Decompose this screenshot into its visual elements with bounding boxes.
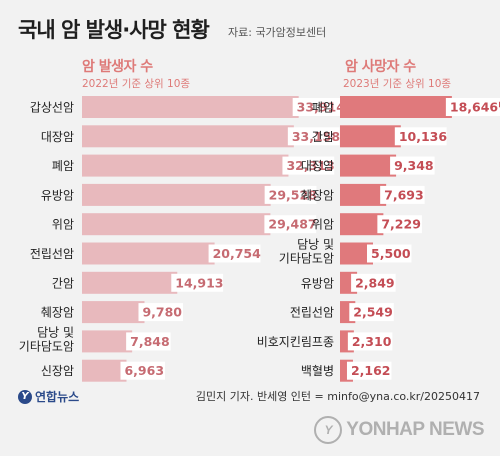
mortality-category-label: 백혈병 bbox=[301, 364, 334, 378]
incidence-category-label: 전립선암 bbox=[30, 247, 74, 261]
mortality-chart-subtitle: 2023년 기준 상위 10종 bbox=[343, 78, 452, 90]
incidence-bar bbox=[82, 96, 299, 118]
mortality-value-label: 7,229 bbox=[381, 217, 421, 232]
incidence-category-label: 담낭 및 기타담도암 bbox=[19, 325, 74, 353]
incidence-bar bbox=[82, 271, 178, 294]
incidence-value-box bbox=[264, 185, 317, 204]
incidence-value-box bbox=[282, 156, 335, 175]
mortality-category-label: 담낭 및 기타담도암 bbox=[279, 238, 334, 266]
watermark-text: YONHAP NEWS bbox=[346, 419, 484, 440]
mortality-value-label: 5,500 bbox=[371, 246, 411, 261]
incidence-value-label: 9,780 bbox=[142, 305, 182, 320]
incidence-value-label: 32,313 bbox=[286, 158, 334, 173]
mortality-category-label: 위암 bbox=[312, 218, 334, 232]
mortality-value-label: 18,646명 bbox=[450, 100, 500, 115]
mortality-bar bbox=[340, 125, 401, 148]
mortality-value-box bbox=[347, 332, 393, 351]
watermark-icon: Y bbox=[314, 416, 343, 444]
incidence-bar bbox=[82, 242, 215, 265]
yonhap-logo-icon: Y bbox=[18, 389, 32, 404]
page-title: 국내 암 발생·사망 현황 bbox=[18, 18, 210, 42]
mortality-value-box bbox=[351, 273, 396, 292]
incidence-category-label: 유방암 bbox=[41, 188, 74, 202]
mortality-category-label: 폐암 bbox=[312, 101, 334, 115]
mortality-category-label: 전립선암 bbox=[290, 306, 334, 320]
incidence-value-box bbox=[120, 361, 165, 380]
incidence-category-label: 췌장암 bbox=[41, 306, 74, 320]
mortality-bar bbox=[340, 242, 373, 265]
mortality-bar bbox=[340, 154, 397, 177]
logo-text: 연합뉴스 bbox=[35, 390, 80, 404]
incidence-value-label: 29,487 bbox=[268, 217, 316, 232]
incidence-category-label: 폐암 bbox=[52, 159, 74, 173]
incidence-value-label: 6,963 bbox=[124, 363, 164, 378]
incidence-chart-title: 암 발생자 수 bbox=[82, 59, 153, 75]
mortality-category-label: 유방암 bbox=[301, 276, 334, 290]
mortality-value-label: 2,549 bbox=[353, 305, 393, 320]
incidence-bar bbox=[82, 125, 294, 148]
mortality-value-box bbox=[380, 185, 425, 204]
mortality-category-label: 간암 bbox=[312, 130, 334, 144]
mortality-value-label: 7,693 bbox=[384, 187, 424, 202]
mortality-value-box bbox=[367, 244, 412, 263]
incidence-bar bbox=[82, 359, 127, 382]
mortality-value-box bbox=[394, 127, 447, 146]
incidence-bar bbox=[82, 330, 133, 353]
incidence-value-box bbox=[208, 244, 261, 263]
incidence-category-label: 위암 bbox=[52, 218, 74, 232]
incidence-bar bbox=[82, 183, 271, 206]
incidence-value-label: 33,158 bbox=[292, 129, 340, 144]
mortality-chart-title: 암 사망자 수 bbox=[345, 59, 416, 75]
incidence-chart-subtitle: 2022년 기준 상위 10종 bbox=[82, 78, 191, 90]
mortality-value-box bbox=[390, 156, 435, 175]
mortality-value-box bbox=[346, 361, 392, 380]
mortality-bar bbox=[340, 96, 452, 118]
incidence-bar bbox=[82, 213, 271, 236]
mortality-chart: 폐암 18,646명간암 10,136 대장암 9,348 췌장암 7,693 위암 7,229… bbox=[257, 96, 500, 382]
source-note: 자료: 국가암정보센터 bbox=[228, 26, 327, 39]
incidence-value-label: 29,528 bbox=[269, 187, 317, 202]
incidence-value-box bbox=[287, 127, 340, 146]
mortality-bar bbox=[340, 183, 387, 206]
incidence-category-label: 갑상선암 bbox=[30, 101, 74, 115]
incidence-value-box bbox=[126, 332, 171, 351]
incidence-value-box bbox=[138, 303, 183, 322]
incidence-value-label: 14,913 bbox=[175, 275, 223, 290]
mortality-value-box bbox=[445, 98, 500, 116]
incidence-value-box bbox=[171, 273, 224, 292]
incidence-category-label: 신장암 bbox=[41, 364, 74, 378]
credit-line: 김민지 기자. 반세영 인턴 = minfo@yna.co.kr/2025041… bbox=[195, 390, 480, 403]
mortality-category-label: 대장암 bbox=[301, 159, 334, 173]
incidence-bar bbox=[82, 154, 289, 177]
incidence-category-label: 간암 bbox=[52, 276, 74, 290]
mortality-category-label: 비호지킨림프종 bbox=[257, 335, 334, 349]
mortality-value-label: 10,136 bbox=[399, 129, 448, 144]
incidence-value-box bbox=[292, 98, 352, 116]
incidence-value-label: 7,848 bbox=[130, 334, 170, 349]
mortality-value-label: 2,162 bbox=[351, 363, 391, 378]
mortality-bar bbox=[340, 213, 384, 236]
incidence-bar bbox=[82, 301, 145, 324]
yonhap-watermark: Y YONHAP NEWS bbox=[314, 416, 484, 444]
mortality-category-label: 췌장암 bbox=[301, 188, 334, 202]
incidence-category-label: 대장암 bbox=[41, 130, 74, 144]
mortality-value-label: 2,849 bbox=[355, 275, 395, 290]
mortality-value-box bbox=[377, 215, 422, 234]
mortality-value-label: 2,310 bbox=[352, 334, 392, 349]
incidence-value-box bbox=[264, 215, 317, 234]
mortality-value-label: 9,348 bbox=[394, 158, 434, 173]
yonhap-logo: Y 연합뉴스 bbox=[18, 388, 79, 405]
mortality-value-box bbox=[349, 303, 394, 322]
incidence-value-label: 20,754 bbox=[213, 246, 262, 261]
